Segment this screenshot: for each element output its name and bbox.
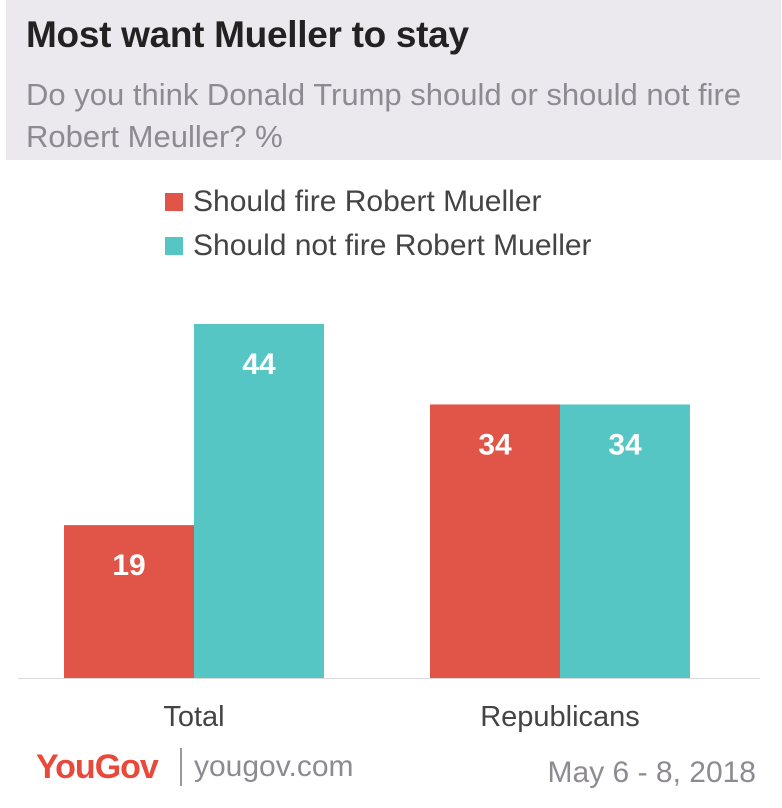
data-label: 44 (242, 348, 276, 381)
data-label: 34 (608, 428, 642, 461)
legend: Should fire Robert Mueller Should not fi… (165, 180, 592, 268)
chart-subtitle: Do you think Donald Trump should or shou… (26, 77, 742, 154)
category-label: Republicans (480, 701, 640, 733)
bar-fire-republicans (430, 404, 560, 678)
bar-not-fire-total (194, 324, 324, 678)
chart-title: Most want Mueller to stay (26, 14, 469, 55)
legend-swatch-fire (165, 193, 183, 211)
footer-site: yougov.com (194, 750, 354, 783)
category-label: Total (163, 701, 224, 733)
legend-swatch-not-fire (165, 237, 183, 255)
legend-label-fire: Should fire Robert Mueller (193, 185, 542, 218)
legend-label-not-fire: Should not fire Robert Mueller (193, 229, 592, 262)
data-label: 34 (478, 428, 512, 461)
legend-item-fire: Should fire Robert Mueller (165, 180, 592, 224)
footer-date: May 6 - 8, 2018 (547, 756, 756, 789)
yougov-logo: YouGov (36, 748, 159, 786)
data-label: 19 (112, 549, 145, 582)
header-panel (6, 0, 781, 160)
legend-item-not-fire: Should not fire Robert Mueller (165, 224, 592, 268)
footer-divider (180, 748, 182, 786)
bar-fire-total (64, 525, 194, 678)
bar-not-fire-republicans (560, 404, 690, 678)
